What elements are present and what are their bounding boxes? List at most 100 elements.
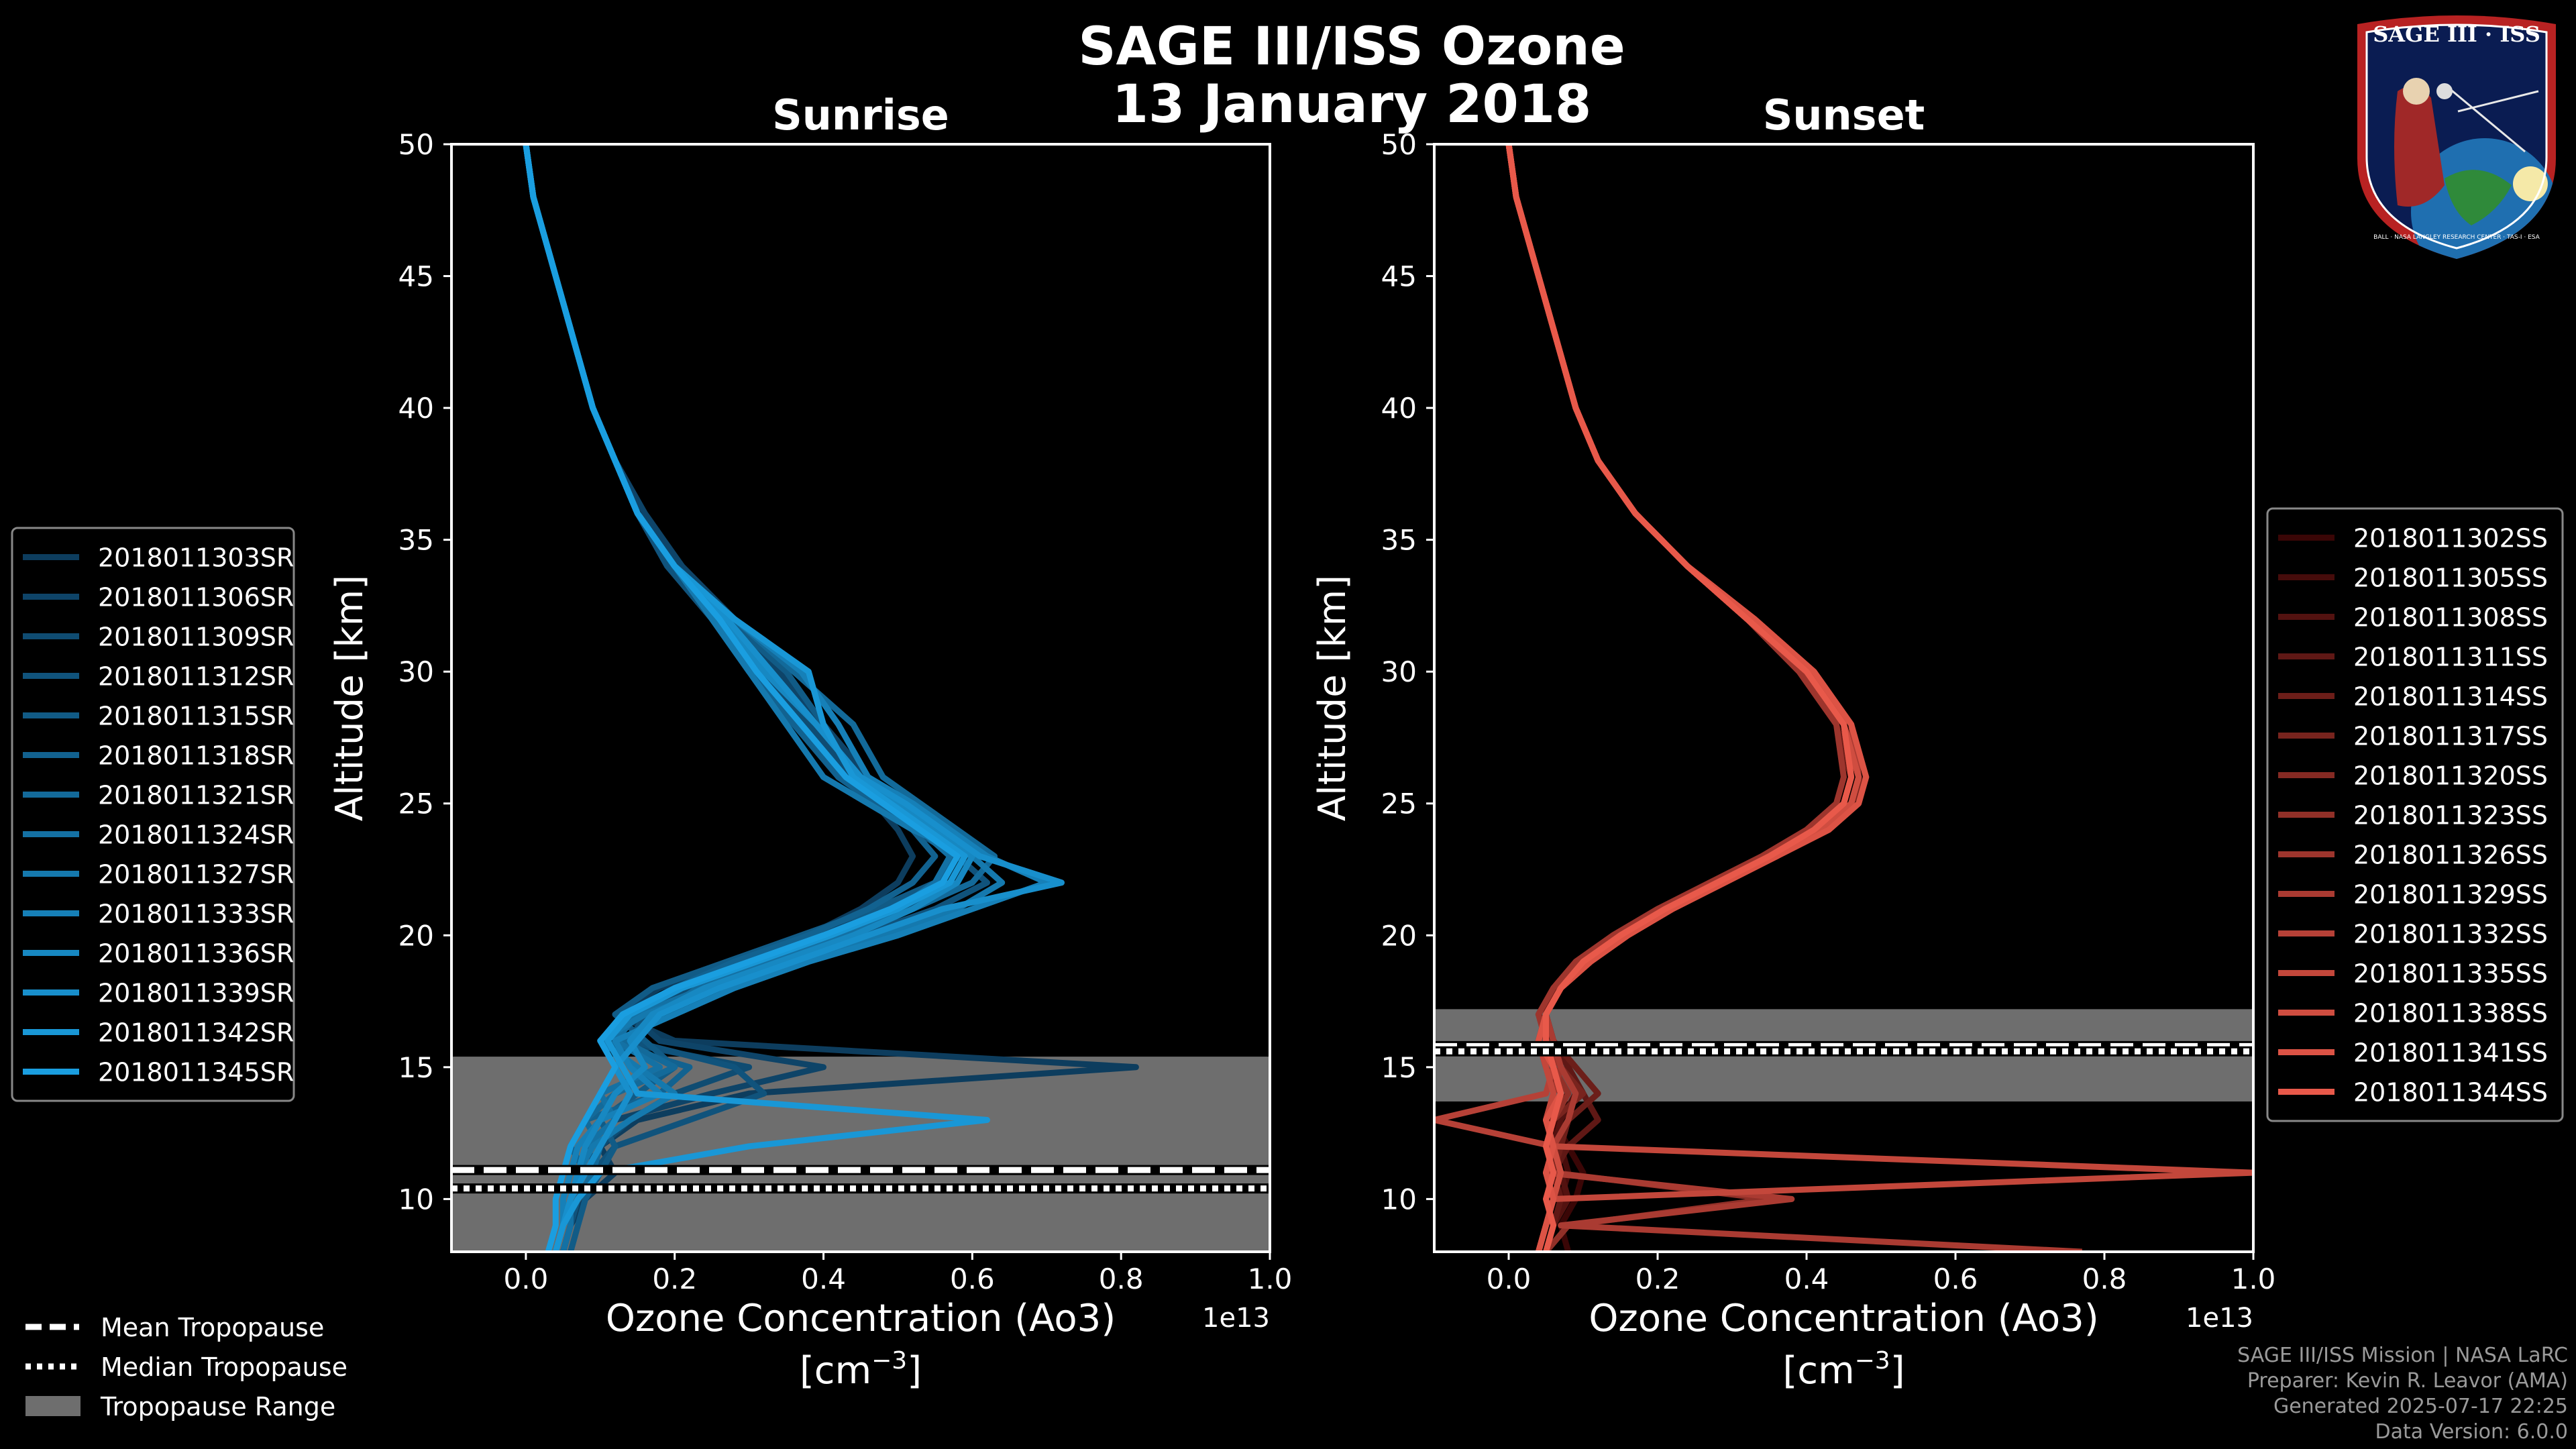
sunrise-ytick-label: 25	[398, 788, 434, 820]
sunrise-legend-label: 2018011312SR	[98, 662, 294, 692]
sunrise-xtick-label: 0.6	[950, 1263, 995, 1295]
sunrise-xunit-base: [cm	[800, 1349, 871, 1393]
sunset-legend-label: 2018011311SS	[2353, 643, 2548, 672]
credit-line: Preparer: Kevin R. Leavor (AMA)	[2247, 1369, 2568, 1393]
sunset-axes-frame	[1433, 143, 2255, 1253]
sunset-ytick-label: 50	[1381, 128, 1417, 161]
tropopause-range-label: Tropopause Range	[100, 1392, 335, 1421]
badge-title: SAGE III · ISS	[2373, 21, 2540, 47]
sunrise-legend-label: 2018011318SR	[98, 741, 294, 771]
sunrise-series-line-2018011345SR	[523, 144, 961, 1252]
sunset-legend-label: 2018011344SS	[2353, 1078, 2548, 1108]
sunset-xtick-label: 1.0	[2231, 1263, 2276, 1295]
credit-line: SAGE III/ISS Mission | NASA LaRC	[2237, 1344, 2568, 1367]
sunset-ytick-label: 30	[1381, 655, 1417, 688]
sunset-series-group	[1434, 144, 2253, 1252]
sunrise-ytick-label: 30	[398, 655, 434, 688]
sunset-ytick-label: 15	[1381, 1051, 1417, 1084]
sunset-legend-label: 2018011323SS	[2353, 801, 2548, 830]
sunset-xtick-label: 0.2	[1635, 1263, 1680, 1295]
tropopause-legend: Mean Tropopause Median Tropopause Tropop…	[25, 1313, 347, 1421]
sunset-ytick-label: 40	[1381, 392, 1417, 425]
tropopause-range-swatch	[25, 1396, 80, 1416]
sunrise-axes-frame	[450, 143, 1271, 1253]
sunrise-ytick-label: 20	[398, 919, 434, 952]
sunset-series-line-2018011344SS	[1505, 144, 1855, 1252]
sunset-legend-label: 2018011308SS	[2353, 603, 2548, 633]
sunrise-xtick-label: 0.4	[801, 1263, 846, 1295]
sunrise-ytick-label: 10	[398, 1183, 434, 1216]
sunrise-xtick-label: 0.8	[1099, 1263, 1144, 1295]
sunrise-ytick-label: 40	[398, 392, 434, 425]
sunset-ylabel: Altitude [km]	[1311, 575, 1354, 821]
sunset-legend-label: 2018011302SS	[2353, 524, 2548, 553]
sunrise-ytick-label: 15	[398, 1051, 434, 1084]
sunrise-legend-label: 2018011321SR	[98, 781, 294, 810]
mean-tropopause-label: Mean Tropopause	[101, 1313, 324, 1342]
sunset-xunit-base: [cm	[1782, 1349, 1854, 1393]
figure-title-line2: 13 January 2018	[1112, 74, 1592, 135]
figure-title-line1: SAGE III/ISS Ozone	[1078, 17, 1625, 77]
plots: 0.0 0.2 0.4 0.6 0.8 1.0 10 15 20 25 30 35 40 45 50 1e13…	[11, 91, 2564, 1393]
sunset-legend-label: 2018011338SS	[2353, 999, 2548, 1028]
credit-line: Generated 2025-07-17 22:25	[2273, 1395, 2568, 1418]
sunrise-xtick-label: 0.2	[652, 1263, 697, 1295]
sunrise-legend-label: 2018011342SR	[98, 1018, 294, 1048]
sunrise-ytick-label: 35	[398, 524, 434, 557]
sunset-legend-label: 2018011314SS	[2353, 682, 2548, 712]
sunrise-legend-label: 2018011309SR	[98, 623, 294, 652]
sunrise-series-group	[523, 144, 1139, 1252]
sunset-xtick-label: 0.8	[2082, 1263, 2127, 1295]
median-tropopause-label: Median Tropopause	[101, 1352, 347, 1382]
sunset-legend-label: 2018011326SS	[2353, 841, 2548, 870]
sunrise-xtick-label: 0.0	[504, 1263, 549, 1295]
sunset-title: Sunset	[1763, 91, 1925, 140]
sunset-ytick-label: 20	[1381, 919, 1417, 952]
mission-patch-icon: SAGE III · ISS BALL · NASA LANGLEY RESEA…	[2344, 11, 2569, 264]
sunrise-legend-label: 2018011306SR	[98, 583, 294, 612]
sunrise-xunit-exponent: −3	[871, 1347, 907, 1375]
sunrise-ylabel: Altitude [km]	[328, 575, 372, 821]
sunrise-ytick-label: 45	[398, 260, 434, 293]
sunrise-title: Sunrise	[772, 91, 949, 140]
sunrise-legend-label: 2018011315SR	[98, 702, 294, 731]
sunrise-xunit-close: ]	[907, 1349, 922, 1393]
sunset-legend-label: 2018011317SS	[2353, 722, 2548, 751]
sunrise-legend-label: 2018011339SR	[98, 979, 294, 1008]
sunset-xunit: [cm−3]	[1782, 1347, 1904, 1393]
sunset-legend-label: 2018011320SS	[2353, 761, 2548, 791]
sunset-legend-label: 2018011332SS	[2353, 920, 2548, 949]
sunset-ytick-label: 35	[1381, 524, 1417, 557]
sunset-xtick-label: 0.4	[1784, 1263, 1829, 1295]
sunset-legend-label: 2018011329SS	[2353, 880, 2548, 910]
sunrise-xunit: [cm−3]	[800, 1347, 922, 1393]
sunset-xunit-exponent: −3	[1855, 1347, 1890, 1375]
sunset-ytick-label: 10	[1381, 1183, 1417, 1216]
sunset-legend-label: 2018011341SS	[2353, 1038, 2548, 1068]
sunrise-xlabel: Ozone Concentration (Ao3)	[606, 1297, 1116, 1340]
credits: SAGE III/ISS Mission | NASA LaRC Prepare…	[2237, 1343, 2568, 1445]
badge-ring-text: BALL · NASA LANGLEY RESEARCH CENTER · TA…	[2373, 234, 2540, 241]
sunset-ytick-label: 25	[1381, 788, 1417, 820]
credit-line: Data Version: 6.0.0	[2375, 1420, 2568, 1444]
sunset-x-multiplier: 1e13	[2186, 1303, 2253, 1334]
sunset-xtick-label: 0.0	[1487, 1263, 1532, 1295]
sunset-xlabel: Ozone Concentration (Ao3)	[1589, 1297, 2098, 1340]
sunrise-xtick-label: 1.0	[1248, 1263, 1293, 1295]
sunrise-legend-label: 2018011345SR	[98, 1058, 294, 1087]
sunset-xunit-close: ]	[1890, 1349, 1905, 1393]
sunrise-ytick-label: 50	[398, 128, 434, 161]
sunset-legend-label: 2018011305SS	[2353, 564, 2548, 593]
sunset-ytick-label: 45	[1381, 260, 1417, 293]
sunset-xtick-label: 0.6	[1933, 1263, 1978, 1295]
sunset-legend-frame	[2266, 507, 2564, 1122]
sunrise-x-multiplier: 1e13	[1202, 1303, 1270, 1334]
sunrise-legend-label: 2018011333SR	[98, 900, 294, 929]
sunset-legend-label: 2018011335SS	[2353, 959, 2548, 989]
sunrise-legend-label: 2018011324SR	[98, 820, 294, 850]
sunrise-legend-label: 2018011327SR	[98, 860, 294, 890]
sunrise-legend-label: 2018011336SR	[98, 939, 294, 969]
sunrise-legend-label: 2018011303SR	[98, 543, 294, 573]
sunrise-legend-frame	[11, 527, 295, 1102]
